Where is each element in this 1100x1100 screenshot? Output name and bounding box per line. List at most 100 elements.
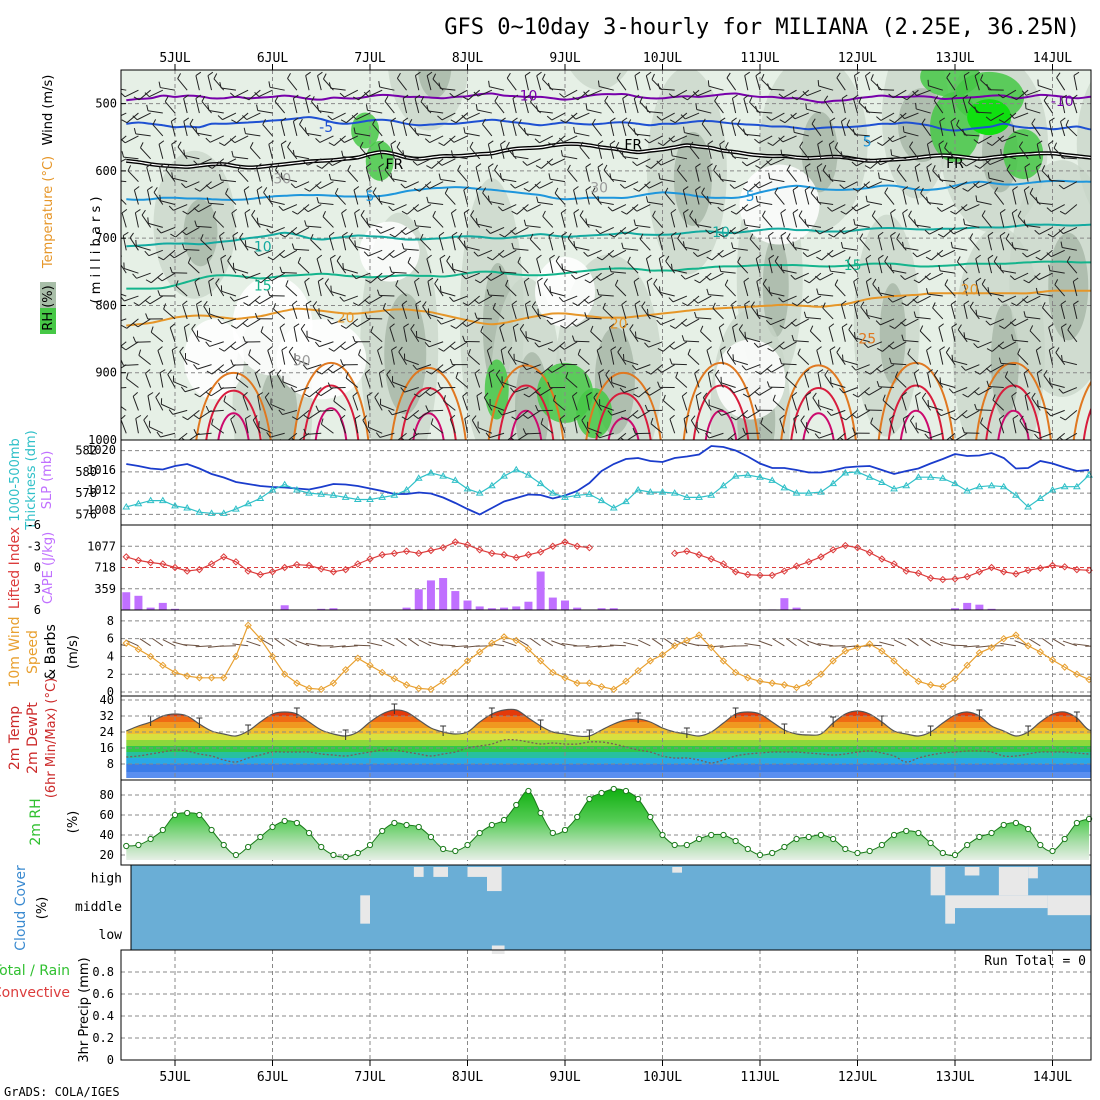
wind-barb xyxy=(968,102,980,114)
wind-barb xyxy=(368,426,383,434)
wind-barb-flag xyxy=(927,369,933,374)
wind-barb xyxy=(247,318,261,328)
wind-barb xyxy=(650,364,663,375)
wind-speed-point xyxy=(293,679,301,687)
wind-barb-flag xyxy=(975,277,982,282)
wind-barb xyxy=(979,158,992,169)
wind-barb xyxy=(714,100,724,114)
wind-barb-flag xyxy=(1046,252,1052,258)
wind-barb-flag xyxy=(632,206,638,212)
isotherm-line xyxy=(126,116,1091,132)
wind-barb-flag xyxy=(633,393,639,398)
wind-barb xyxy=(1055,432,1066,440)
cape-bar xyxy=(463,600,472,610)
wind-barb xyxy=(270,226,285,234)
cape-bar xyxy=(536,571,545,610)
wind-barb-flag xyxy=(791,302,798,307)
wind-barb-flag xyxy=(511,242,514,249)
wind-barb xyxy=(333,135,346,146)
wind-barb xyxy=(306,132,322,137)
wind-barb-flag xyxy=(559,414,566,420)
wind-barb xyxy=(891,154,907,160)
wind-barb-flag xyxy=(936,410,942,417)
wind-barb xyxy=(418,409,432,419)
wind-barb-flag xyxy=(340,119,347,124)
wind-barb xyxy=(177,146,188,160)
wind-barb-flag xyxy=(559,93,565,98)
wind-barb-flag xyxy=(218,142,225,147)
wind-barb-flag xyxy=(596,256,603,261)
rh-point xyxy=(842,845,849,853)
wind-barb xyxy=(647,201,663,206)
wind-barb xyxy=(225,193,237,205)
wind-barb-flag xyxy=(506,72,511,79)
wind-barb-flag xyxy=(195,127,198,134)
wind-speed-point xyxy=(305,684,313,693)
cape-bar xyxy=(951,608,959,610)
wind-barb-flag xyxy=(243,186,250,191)
y-tick-label: 8 xyxy=(107,614,114,628)
wind-barb-flag xyxy=(426,370,432,375)
wind-barb-flag xyxy=(1043,95,1049,101)
wind-speed-point xyxy=(658,650,667,659)
wind-barb xyxy=(612,204,627,212)
wind-barb-flag xyxy=(913,369,920,374)
lifted-index-point xyxy=(256,570,265,579)
wind-barb xyxy=(406,204,420,215)
wind-barb-flag xyxy=(254,251,259,257)
wind-barb-flag xyxy=(425,391,431,396)
wind-barb xyxy=(1066,261,1078,274)
wind-barb-flag xyxy=(680,114,686,120)
warm-isotherm-arch xyxy=(682,362,760,440)
wind-barb-flag xyxy=(144,92,150,98)
wind-barb xyxy=(319,313,334,320)
wind-barb-flag xyxy=(449,358,453,365)
thickness-point xyxy=(658,488,667,495)
wind-barb xyxy=(470,215,481,228)
wind-barb-flag xyxy=(193,160,199,166)
wind-barb xyxy=(307,204,322,213)
thickness-point xyxy=(902,481,911,489)
wind-barb xyxy=(295,226,310,236)
wind-barb-flag xyxy=(424,184,431,189)
wind-barb xyxy=(465,246,480,251)
wind-barb-flag xyxy=(718,173,722,180)
wind-barb-flag xyxy=(718,323,725,328)
wind-barb-flag xyxy=(706,196,710,203)
wind-barb xyxy=(831,409,846,417)
wind-barb-flag xyxy=(305,94,311,99)
panel-frame xyxy=(120,949,1092,1061)
wind-barb xyxy=(772,638,785,647)
cape-bar xyxy=(171,608,179,610)
thickness-point xyxy=(682,493,691,500)
wind-barb xyxy=(824,374,834,388)
wind-barb-flag xyxy=(985,320,991,326)
rh-point xyxy=(171,811,179,819)
wind-barb-flag xyxy=(183,149,186,156)
wind-barb xyxy=(305,642,322,647)
wind-barb xyxy=(605,374,615,388)
y-tick-label: 700 xyxy=(95,231,117,245)
wind-barb xyxy=(573,212,578,228)
wind-barb-flag xyxy=(584,279,591,284)
wind-barb-flag xyxy=(631,365,637,371)
y-label-cape: CAPE (J/kg) xyxy=(41,532,56,604)
wind-barb-flag xyxy=(668,345,675,350)
wind-barb xyxy=(320,387,334,397)
wind-barb-flag xyxy=(169,253,175,259)
wind-barb-flag xyxy=(451,231,458,237)
wind-barb-flag xyxy=(305,300,312,305)
wind-barb-flag xyxy=(434,278,439,284)
rh-point xyxy=(635,795,642,803)
wind-barb xyxy=(563,295,578,303)
wind-barb xyxy=(903,131,919,137)
wind-barb-flag xyxy=(446,255,451,262)
wind-barb xyxy=(271,272,285,282)
wind-barb xyxy=(833,227,846,238)
wind-barb xyxy=(392,409,407,416)
wind-barb-flag xyxy=(132,273,137,279)
wind-barb xyxy=(531,306,542,320)
wind-barb-flag xyxy=(749,96,753,103)
wind-barb-flag xyxy=(705,229,711,235)
lifted-index-point xyxy=(183,567,191,575)
